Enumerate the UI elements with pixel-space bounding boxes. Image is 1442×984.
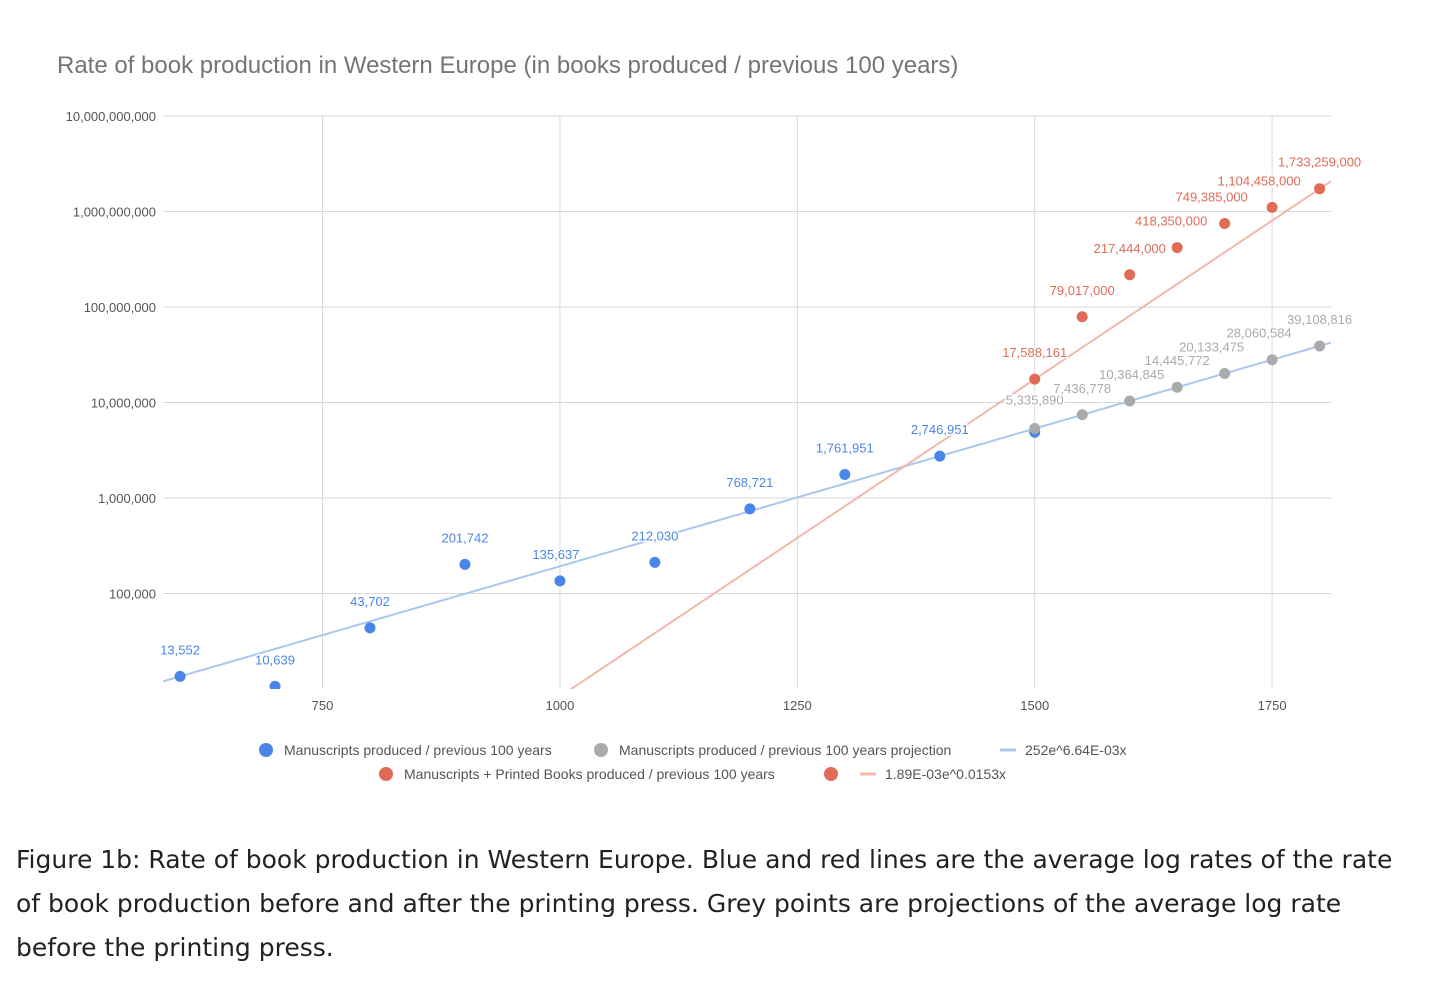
printed-books-point [1266, 201, 1278, 213]
y-tick-label: 100,000 [109, 587, 156, 602]
data-label: 7,436,778 [1053, 381, 1111, 396]
printed-books-point [1124, 269, 1136, 281]
projection-point [1124, 395, 1136, 407]
data-label: 5,335,890 [1006, 393, 1064, 408]
legend-label: Manuscripts produced / previous 100 year… [284, 742, 552, 758]
data-label: 10,639 [255, 652, 295, 667]
data-label: 20,133,475 [1179, 339, 1244, 354]
y-tick-label: 10,000,000 [91, 396, 156, 411]
projection-point [1076, 409, 1088, 421]
y-tick-label: 100,000,000 [84, 300, 156, 315]
legend-marker-dot [379, 767, 393, 781]
data-label: 14,445,772 [1145, 353, 1210, 368]
projection-point [1171, 381, 1183, 393]
x-tick-label: 1250 [783, 698, 812, 713]
data-label: 217,444,000 [1094, 241, 1166, 256]
data-label: 201,742 [441, 530, 488, 545]
projection-point [1266, 354, 1278, 366]
data-label: 28,060,584 [1227, 326, 1292, 341]
manuscripts-point [934, 450, 946, 462]
data-label: 1,733,259,000 [1278, 155, 1361, 170]
projection-point [1314, 340, 1326, 352]
manuscripts-point [744, 503, 756, 515]
data-label: 13,552 [160, 642, 200, 657]
trendline-red [569, 180, 1331, 689]
manuscripts-point [364, 622, 376, 634]
printed-books-point [1076, 311, 1088, 323]
x-tick-label: 750 [312, 698, 334, 713]
data-label: 1,104,458,000 [1218, 173, 1301, 188]
manuscripts-point [459, 558, 471, 570]
chart: Rate of book production in Western Europ… [57, 52, 1363, 782]
data-label: 2,746,951 [911, 422, 969, 437]
chart-title: Rate of book production in Western Europ… [57, 52, 958, 79]
legend-marker-dot [259, 743, 273, 757]
data-label: 135,637 [532, 547, 579, 562]
manuscripts-point [554, 575, 566, 587]
printed-books-point [1029, 373, 1041, 385]
printed-books-point [1219, 217, 1231, 229]
projection-point [1219, 367, 1231, 379]
data-label: 749,385,000 [1175, 189, 1247, 204]
data-label: 43,702 [350, 594, 390, 609]
legend-label: 1.89E-03e^0.0153x [885, 766, 1006, 782]
figure-caption: Figure 1b: Rate of book production in We… [16, 845, 1393, 962]
legend-label: 252e^6.64E-03x [1025, 742, 1127, 758]
projection-point [1029, 423, 1041, 435]
data-label: 10,364,845 [1099, 367, 1164, 382]
data-label: 39,108,816 [1287, 312, 1352, 327]
manuscripts-point [174, 670, 186, 682]
x-tick-label: 1000 [545, 698, 574, 713]
data-label: 1,761,951 [816, 441, 874, 456]
legend-label: Manuscripts + Printed Books produced / p… [404, 766, 775, 782]
x-tick-label: 1500 [1020, 698, 1049, 713]
data-label: 212,030 [631, 528, 678, 543]
y-tick-label: 1,000,000,000 [73, 205, 156, 220]
manuscripts-point [649, 556, 661, 568]
data-label: 17,588,161 [1002, 345, 1067, 360]
y-tick-label: 10,000,000,000 [66, 109, 156, 124]
printed-books-point [1314, 183, 1326, 195]
data-label: 418,350,000 [1135, 214, 1207, 229]
data-label: 768,721 [726, 475, 773, 490]
x-tick-label: 1750 [1258, 698, 1287, 713]
printed-books-point [1171, 242, 1183, 254]
legend-marker-dot [824, 767, 838, 781]
legend-label: Manuscripts produced / previous 100 year… [619, 742, 951, 758]
manuscripts-point [839, 469, 851, 481]
legend-marker-dot [594, 743, 608, 757]
manuscripts-point [269, 680, 281, 689]
y-tick-label: 1,000,000 [98, 491, 156, 506]
data-label: 79,017,000 [1050, 283, 1115, 298]
